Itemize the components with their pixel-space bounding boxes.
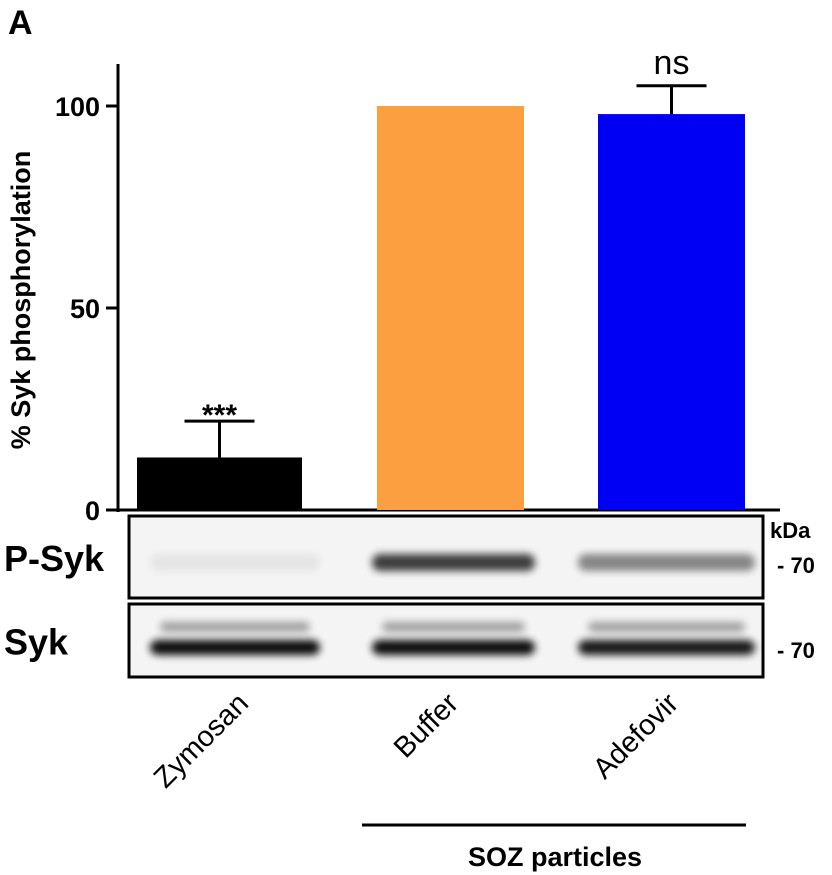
panel-label: A bbox=[8, 4, 33, 42]
blot-label-p-syk: P-Syk bbox=[4, 538, 105, 579]
y-tick-label: 100 bbox=[55, 92, 100, 122]
blot-label-syk: Syk bbox=[4, 622, 69, 663]
bar-buffer bbox=[377, 106, 524, 510]
x-tick-label-buffer: Buffer bbox=[388, 687, 465, 764]
blot-band-upper bbox=[160, 622, 310, 632]
bars: *** ns bbox=[137, 44, 745, 510]
group-label: SOZ particles bbox=[468, 842, 642, 872]
x-tick-labels: Zymosan Buffer Adefovir bbox=[148, 687, 685, 794]
kda-label: kDa bbox=[770, 518, 811, 543]
blot-band-upper bbox=[588, 622, 745, 632]
significance-label: ns bbox=[654, 44, 690, 82]
y-tick-label: 0 bbox=[85, 496, 100, 526]
y-tick-label: 50 bbox=[70, 294, 100, 324]
blot-band bbox=[150, 554, 320, 571]
blot-band bbox=[372, 640, 535, 655]
blot-band-upper bbox=[382, 622, 525, 632]
blot-band bbox=[150, 640, 320, 655]
blot-band bbox=[578, 554, 755, 571]
bar-zymosan bbox=[137, 457, 302, 510]
bar-adefovir bbox=[598, 114, 745, 510]
molecular-weight-marker: - 70 bbox=[777, 553, 815, 578]
significance-label: *** bbox=[202, 399, 237, 432]
y-axis-label: % Syk phosphorylation bbox=[6, 151, 36, 450]
blot-band bbox=[372, 554, 535, 571]
western-blots: kDa P-Syk - 70 Syk - 70 bbox=[4, 514, 815, 679]
blot-band bbox=[578, 640, 755, 655]
x-tick-label-zymosan: Zymosan bbox=[148, 687, 255, 794]
molecular-weight-marker: - 70 bbox=[777, 638, 815, 663]
x-tick-label-adefovir: Adefovir bbox=[587, 687, 685, 785]
